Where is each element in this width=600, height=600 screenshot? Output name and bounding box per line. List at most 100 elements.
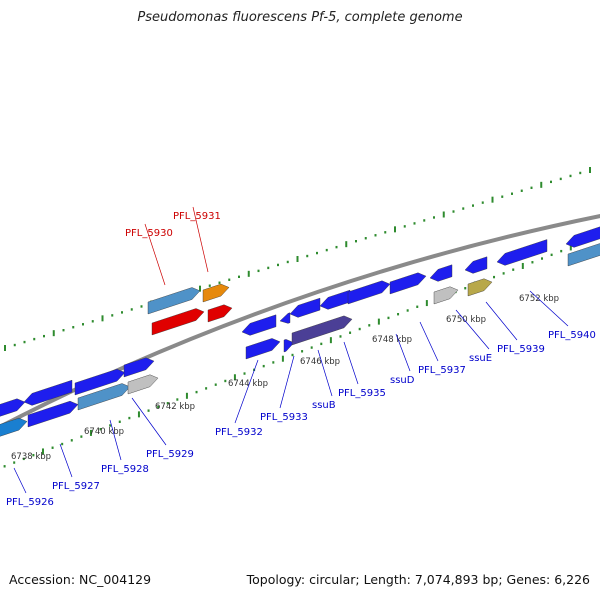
tick-mark bbox=[394, 226, 396, 233]
gene-arrow-PFL_5939[interactable] bbox=[467, 278, 493, 297]
gene-arrow[interactable] bbox=[123, 357, 155, 378]
tick-mark bbox=[4, 345, 6, 351]
tick-mark bbox=[128, 416, 131, 420]
gene-arrow-PFL_5928[interactable] bbox=[77, 383, 131, 411]
gene-arrow-PFL_5930[interactable] bbox=[151, 308, 205, 336]
map-title: Pseudomonas fluorescens Pf-5, complete g… bbox=[137, 10, 463, 25]
tick-mark bbox=[320, 342, 323, 346]
gene-arrow-PFL_5931[interactable] bbox=[202, 283, 230, 303]
gene-arrow[interactable] bbox=[23, 379, 73, 406]
tick-mark bbox=[257, 269, 260, 273]
tick-mark bbox=[281, 355, 284, 362]
tick-mark bbox=[540, 181, 543, 188]
gene-arrow[interactable] bbox=[496, 239, 548, 266]
gene-label-PFL_5939[interactable]: PFL_5939 bbox=[497, 344, 545, 355]
gene-arrow[interactable] bbox=[279, 312, 291, 324]
gene-label-PFL_5929[interactable]: PFL_5929 bbox=[146, 449, 194, 460]
tick-mark bbox=[62, 329, 65, 332]
leader-line bbox=[529, 290, 569, 327]
tick-mark bbox=[32, 453, 35, 457]
tick-mark bbox=[387, 316, 390, 320]
scale-tick-label: 6746 kbp bbox=[300, 357, 340, 367]
gene-arrow[interactable] bbox=[289, 297, 321, 318]
gene-label-PFL_5926[interactable]: PFL_5926 bbox=[6, 497, 54, 508]
gene-arrow[interactable] bbox=[207, 304, 233, 323]
leader-line bbox=[59, 443, 73, 478]
gene-arrow[interactable] bbox=[241, 314, 277, 336]
gene-arrow-PFL_5927[interactable] bbox=[27, 400, 79, 428]
tick-mark bbox=[560, 249, 563, 253]
gene-arrow[interactable] bbox=[389, 272, 427, 295]
tick-mark bbox=[13, 343, 16, 347]
tick-mark bbox=[335, 245, 338, 249]
gene-label-ssuD[interactable]: ssuD bbox=[390, 375, 415, 386]
tick-mark bbox=[13, 461, 16, 464]
tick-mark bbox=[301, 350, 304, 353]
tick-mark bbox=[520, 189, 523, 192]
tick-mark bbox=[579, 171, 582, 175]
gene-arrow-PFL_5940[interactable] bbox=[565, 225, 600, 248]
gene-label-PFL_5928[interactable]: PFL_5928 bbox=[101, 464, 149, 475]
gene-arrow[interactable] bbox=[319, 289, 351, 310]
tick-mark bbox=[462, 207, 465, 210]
tick-mark bbox=[286, 260, 289, 264]
tick-mark bbox=[33, 337, 36, 341]
tick-mark bbox=[329, 337, 332, 344]
gene-label-PFL_5930[interactable]: PFL_5930 bbox=[125, 228, 173, 239]
tick-mark bbox=[433, 216, 435, 219]
tick-mark bbox=[569, 174, 572, 178]
leader-line bbox=[192, 206, 209, 273]
gene-label-PFL_5935[interactable]: PFL_5935 bbox=[338, 388, 386, 399]
tick-mark bbox=[501, 195, 504, 198]
tick-mark bbox=[41, 448, 44, 455]
tick-mark bbox=[512, 268, 515, 271]
gene-arrow[interactable] bbox=[0, 398, 26, 418]
gene-arrow-PFL_5933[interactable] bbox=[283, 339, 295, 353]
leader-line bbox=[317, 349, 333, 397]
gene-label-PFL_5927[interactable]: PFL_5927 bbox=[52, 481, 100, 492]
genome-summary-text: Topology: circular; Length: 7,074,893 bp… bbox=[246, 572, 590, 587]
tick-mark bbox=[238, 275, 240, 278]
tick-mark bbox=[243, 372, 246, 375]
tick-mark bbox=[481, 201, 484, 204]
gene-arrow-ssuE[interactable] bbox=[433, 286, 459, 305]
gene-label-PFL_5937[interactable]: PFL_5937 bbox=[418, 365, 466, 376]
tick-mark bbox=[339, 335, 342, 338]
gene-arrow-PFL_5926[interactable] bbox=[0, 417, 28, 438]
tick-mark bbox=[233, 374, 236, 381]
gene-arrow[interactable] bbox=[567, 243, 600, 267]
gene-arrow[interactable] bbox=[464, 256, 488, 274]
tick-mark bbox=[267, 266, 270, 270]
gene-label-ssuB[interactable]: ssuB bbox=[312, 400, 336, 411]
tick-mark bbox=[316, 251, 318, 255]
tick-mark bbox=[406, 309, 409, 312]
tick-mark bbox=[425, 300, 428, 307]
tick-mark bbox=[349, 331, 352, 334]
gene-arrow[interactable] bbox=[74, 368, 126, 396]
gene-arrow[interactable] bbox=[429, 264, 453, 282]
gene-label-PFL_5931[interactable]: PFL_5931 bbox=[173, 211, 221, 222]
scale-tick-label: 6742 kbp bbox=[155, 402, 195, 412]
tick-mark bbox=[82, 323, 84, 326]
gene-arrow-PFL_5929[interactable] bbox=[127, 374, 159, 395]
gene-arrow-PFL_5932[interactable] bbox=[245, 338, 281, 360]
scale-tick-label: 6744 kbp bbox=[228, 379, 268, 389]
gene-label-PFL_5933[interactable]: PFL_5933 bbox=[260, 412, 308, 423]
gene-arrow[interactable] bbox=[347, 280, 391, 305]
tick-mark bbox=[3, 465, 6, 468]
gene-label-PFL_5932[interactable]: PFL_5932 bbox=[215, 427, 263, 438]
gene-arrow[interactable] bbox=[147, 287, 201, 315]
tick-mark bbox=[111, 314, 114, 317]
gene-label-PFL_5940[interactable]: PFL_5940 bbox=[548, 330, 596, 341]
tick-mark bbox=[277, 263, 279, 267]
tick-mark bbox=[559, 177, 562, 181]
tick-mark bbox=[296, 256, 299, 262]
tick-mark bbox=[306, 254, 309, 258]
tick-mark bbox=[493, 275, 496, 279]
tick-mark bbox=[23, 340, 26, 344]
tick-mark bbox=[589, 167, 591, 173]
upper-tick-row bbox=[4, 167, 591, 351]
tick-mark bbox=[397, 312, 400, 316]
gene-arrow-ssuB[interactable] bbox=[291, 315, 353, 346]
gene-label-ssuE[interactable]: ssuE bbox=[469, 353, 492, 364]
